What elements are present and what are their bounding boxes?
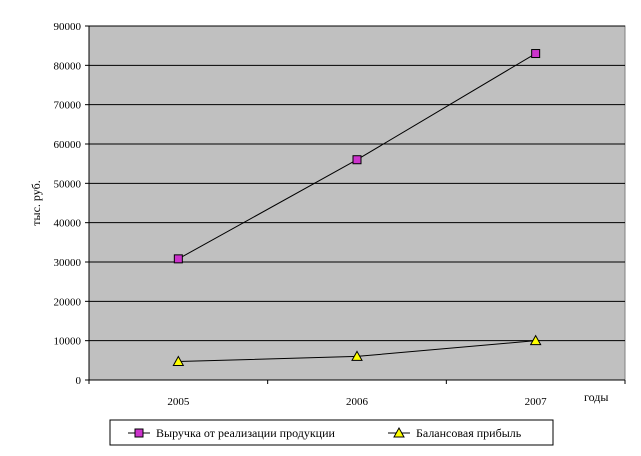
y-tick-label: 20000 <box>54 296 82 308</box>
data-point-series-0 <box>531 49 541 59</box>
data-point-series-1 <box>351 350 363 361</box>
data-point-series-1 <box>529 334 542 346</box>
legend-box <box>109 419 554 446</box>
legend-marker-1 <box>393 426 405 438</box>
x-axis-label: годы <box>584 390 608 404</box>
legend: Выручка от реализации продукции Балансова… <box>128 426 522 440</box>
x-axis-tick-labels: 2005 2006 2007 <box>88 380 626 408</box>
y-tick-label: 30000 <box>54 257 82 269</box>
data-point-series-0 <box>352 155 362 165</box>
y-tick-label: 0 <box>76 375 82 387</box>
y-tick-label: 70000 <box>54 100 82 112</box>
y-axis-tick-labels: 0 10000 20000 30000 40000 50000 60000 70000 8000… <box>54 21 89 387</box>
y-tick-label: 50000 <box>54 178 82 190</box>
series-layer <box>172 49 542 367</box>
y-tick-label: 10000 <box>54 336 82 348</box>
x-tick-label: 2007 <box>525 396 548 408</box>
y-tick-label: 80000 <box>54 60 82 72</box>
legend-label-0: Выручка от реализации продукции <box>156 426 336 440</box>
x-tick-label: 2005 <box>167 396 190 408</box>
data-point-series-1 <box>172 355 185 367</box>
data-point-series-0 <box>173 254 183 264</box>
x-tick-label: 2006 <box>346 396 369 408</box>
legend-label-1: Балансовая прибыль <box>416 426 522 440</box>
y-tick-label: 90000 <box>54 21 82 33</box>
y-axis-label: тыс. руб. <box>29 180 43 225</box>
y-tick-label: 60000 <box>54 139 82 151</box>
plot-area <box>88 25 626 381</box>
legend-marker-0 <box>134 428 144 438</box>
y-tick-label: 40000 <box>54 218 82 230</box>
